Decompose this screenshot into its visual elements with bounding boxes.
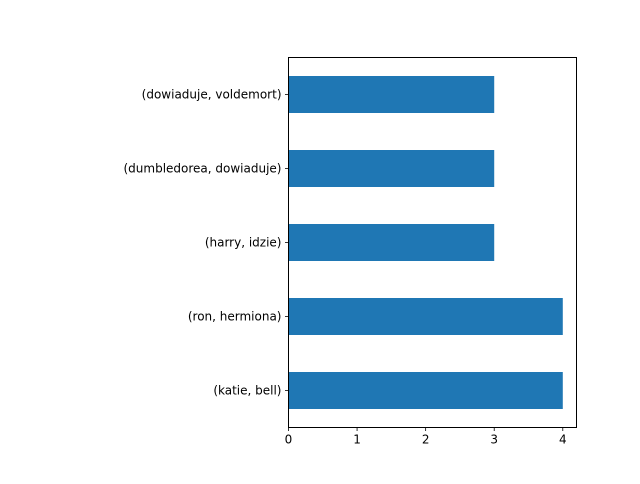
y-tick-label-0: (katie, bell): [213, 384, 281, 398]
x-axis-ticks: 0 1 2 3 4: [285, 427, 567, 447]
y-tick-label-4: (dowiaduje, voldemort): [142, 88, 282, 102]
x-tick-label-3: 3: [490, 433, 498, 447]
bar-1: [288, 298, 563, 335]
y-tick-label-3: (dumbledorea, dowiaduje): [123, 162, 281, 176]
y-tick-label-1: (ron, hermiona): [188, 310, 282, 324]
bar-2: [288, 224, 495, 261]
bar-4: [288, 76, 495, 113]
x-tick-label-2: 2: [422, 433, 430, 447]
y-tick-label-2: (harry, idzie): [205, 236, 282, 250]
x-tick-label-0: 0: [285, 433, 293, 447]
y-axis-ticks: (katie, bell) (ron, hermiona) (harry, idzi…: [123, 88, 289, 398]
bar-3: [288, 150, 495, 187]
x-tick-label-1: 1: [353, 433, 361, 447]
plot-frame: [288, 57, 577, 428]
bars-layer: [288, 76, 563, 409]
x-tick-label-4: 4: [559, 433, 567, 447]
bar-0: [288, 372, 563, 409]
